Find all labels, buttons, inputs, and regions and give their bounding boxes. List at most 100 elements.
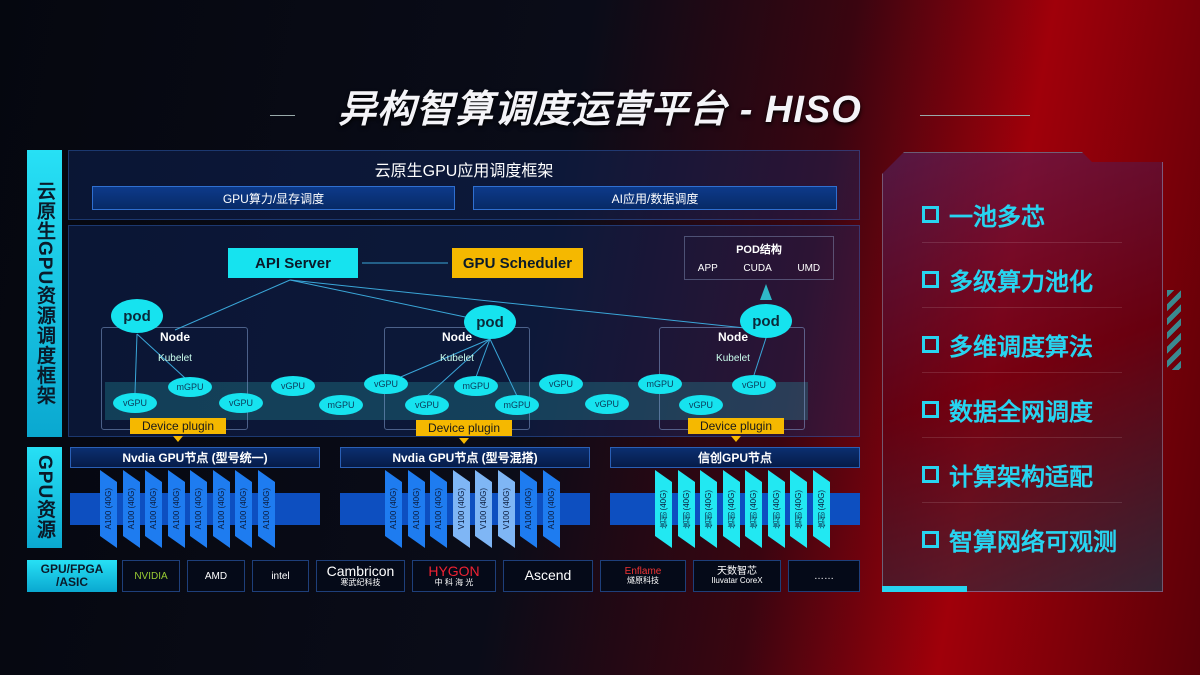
vgpu-unit: vGPU [585,394,629,414]
node-label-2: Node [442,330,472,344]
feature-item: 数据全网调度 [922,392,1093,427]
feature-item: 计算架构适配 [922,457,1093,492]
pod-3: pod [740,304,792,338]
vgpu-unit: vGPU [732,375,776,395]
divider [922,502,1122,503]
mgpu-unit: mGPU [495,395,539,415]
gpu-chip: A100 (40G) [385,470,402,548]
mgpu-unit: mGPU [638,374,682,394]
gpu-chip: A100 (40G) [122,470,140,548]
checkbox-icon [922,466,939,483]
checkbox-icon [922,206,939,223]
vgpu-unit: vGPU [405,395,449,415]
framework-side-text: 云原生GPU资源调度框架 [34,181,55,406]
framework-side-label: 云原生GPU资源调度框架 [27,150,62,437]
pod-1: pod [111,299,163,333]
gpu-chip: A100 (40G) [430,470,447,548]
vendor-logo-nvidia: NVIDIA [122,560,180,592]
vendor-logo-hygon: HYGON 中 科 海 光 [412,560,496,592]
vendor-logo-enflame: Enflame 燧原科技 [600,560,686,592]
features-panel [882,152,1163,592]
down-arrow-icon [173,436,183,442]
checkbox-icon [922,401,939,418]
up-arrow-icon [760,284,772,300]
mgpu-unit: mGPU [454,376,498,396]
title-decoration-left [270,115,295,116]
kubelet-label-3: Kubelet [716,353,750,364]
checkbox-icon [922,531,939,548]
checkbox-icon [922,271,939,288]
feature-item: 智算网络可观测 [922,522,1117,557]
gpu-chip: A100 (40G) [212,470,230,548]
node-label-3: Node [718,330,748,344]
gpu-chip: A100 (40G) [257,470,275,548]
divider [922,307,1122,308]
vgpu-unit: vGPU [113,393,157,413]
gpu-chip: 信创 (40G) [677,470,695,548]
vendor-logo-intel: intel [252,560,309,592]
gpu-chip: 信创 (40G) [767,470,785,548]
vendor-logo-amd: AMD [187,560,245,592]
gpu-chip: A100 (40G) [167,470,185,548]
divider [922,242,1122,243]
mgpu-unit: mGPU [319,395,363,415]
gpu-chip: V100 (40G) [497,470,515,548]
mgpu-unit: mGPU [168,377,212,397]
corner-accent [882,586,967,592]
gpu-chip: 信创 (40G) [722,470,740,548]
gpu-chip: 信创 (40G) [655,470,672,548]
vgpu-unit: vGPU [271,376,315,396]
divider [922,372,1122,373]
pod-item-cuda: CUDA [743,263,772,274]
vgpu-unit: vGPU [679,395,723,415]
gpu-chip: 信创 (40G) [700,470,717,548]
node-label-1: Node [160,330,190,344]
gpu-scheduler-box: GPU Scheduler [452,248,583,278]
vgpu-unit: vGPU [539,374,583,394]
hardware-side-label: GPU/FPGA /ASIC [27,560,117,592]
gpu-chip: 信创 (40G) [745,470,762,548]
vendor-logo-天数智芯: 天数智芯 Iluvatar CoreX [693,560,781,592]
divider [922,437,1122,438]
gpu-chip: A100 (40G) [190,470,207,548]
device-plugin-2: Device plugin [416,420,512,436]
gpu-chip: V100 (40G) [475,470,492,548]
api-server-box: API Server [228,248,358,278]
gpu-group-header-2: Nvdia GPU节点 (型号混搭) [340,447,590,468]
pod-item-umd: UMD [797,263,821,274]
gpu-chip: 信创 (40G) [812,470,830,548]
gpu-chip: A100 (40G) [145,470,162,548]
gpu-chip: A100 (40G) [100,470,117,548]
resources-side-label: GPU资源 [27,447,62,548]
resources-side-text: GPU资源 [34,455,55,540]
gpu-chip: V100 (40G) [452,470,470,548]
pod-2: pod [464,305,516,339]
device-plugin-3: Device plugin [688,418,784,434]
pod-item-app: APP [697,263,718,274]
gpu-chip: 信创 (40G) [790,470,807,548]
vendor-logo-ascend: Ascend [503,560,593,592]
stripe-decoration [1167,290,1181,370]
gpu-group-header-1: Nvdia GPU节点 (型号统一) [70,447,320,468]
app-framework-title: 云原生GPU应用调度框架 [374,163,554,180]
title-decoration-right [920,115,1030,116]
feature-item: 一池多芯 [922,197,1045,232]
page-title: 异构智算调度运营平台 - HISO [338,89,862,131]
gpu-chip: A100 (40G) [520,470,537,548]
down-arrow-icon [459,438,469,444]
down-arrow-icon [731,436,741,442]
gpu-group-header-3: 信创GPU节点 [610,447,860,468]
vgpu-unit: vGPU [219,393,263,413]
checkbox-icon [922,336,939,353]
kubelet-label-2: Kubelet [440,353,474,364]
ai-data-scheduling: AI应用/数据调度 [473,186,837,210]
gpu-chip: A100 (40G) [407,470,425,548]
device-plugin-1: Device plugin [130,418,226,434]
feature-item: 多维调度算法 [922,327,1093,362]
gpu-compute-scheduling: GPU算力/显存调度 [92,186,455,210]
vendor-logo-cambricon: Cambricon 寒武纪科技 [316,560,405,592]
pod-structure-title: POD结构 [736,244,782,256]
vgpu-unit: vGPU [364,374,408,394]
kubelet-label-1: Kubelet [158,353,192,364]
